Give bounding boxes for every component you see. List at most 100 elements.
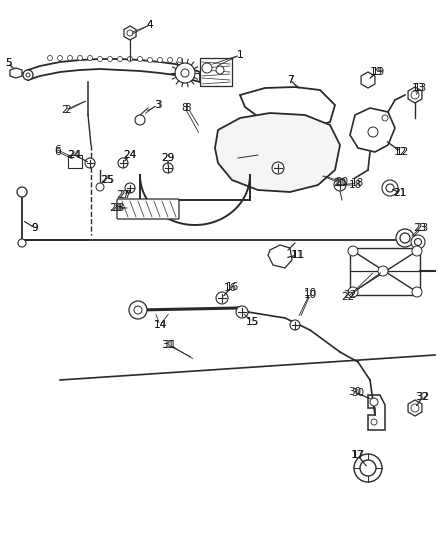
Circle shape [371,419,377,425]
Text: 14: 14 [153,320,166,330]
Text: 1: 1 [237,50,244,60]
Circle shape [370,398,378,406]
Circle shape [354,454,382,482]
Circle shape [78,55,82,61]
Circle shape [167,58,173,62]
Circle shape [96,183,104,191]
Circle shape [117,56,123,61]
Circle shape [129,301,147,319]
Text: 16: 16 [226,282,239,292]
Text: 14: 14 [153,320,166,330]
Text: 24: 24 [124,150,137,160]
Text: 24: 24 [67,150,81,160]
Bar [200,58,232,86]
Text: 3: 3 [154,100,160,110]
Circle shape [411,404,419,412]
Text: 27: 27 [118,190,132,200]
Text: 2: 2 [62,105,68,115]
Text: 29: 29 [161,153,175,163]
Text: 10: 10 [304,288,317,298]
Circle shape [138,56,142,61]
Text: 31: 31 [163,340,177,350]
Text: 18: 18 [350,178,364,188]
Text: 27: 27 [117,190,130,200]
Circle shape [26,73,30,77]
Text: 8: 8 [185,103,191,113]
Circle shape [412,287,422,297]
Circle shape [378,266,388,276]
Circle shape [127,30,133,36]
Text: 25: 25 [100,175,113,185]
Circle shape [18,239,26,247]
Text: 7: 7 [287,75,293,85]
Text: 22: 22 [341,292,355,302]
Circle shape [127,56,133,61]
Text: 18: 18 [348,180,362,190]
Circle shape [414,238,421,246]
Polygon shape [268,245,292,268]
Text: 23: 23 [415,223,429,233]
Text: 12: 12 [396,147,409,157]
Polygon shape [124,26,136,40]
Circle shape [400,233,410,243]
Circle shape [98,56,102,61]
Text: 31: 31 [161,340,175,350]
Circle shape [216,66,224,74]
Circle shape [158,58,162,62]
Circle shape [163,163,173,173]
Circle shape [412,246,422,256]
Polygon shape [215,113,340,192]
Circle shape [411,91,419,99]
Text: 22: 22 [343,290,357,300]
Text: 32: 32 [415,392,429,402]
Text: 28: 28 [110,203,123,213]
Text: 9: 9 [32,223,38,233]
Polygon shape [240,87,335,128]
Circle shape [67,55,73,61]
Text: 9: 9 [32,223,38,233]
Text: 15: 15 [245,317,258,327]
Circle shape [360,460,376,476]
Circle shape [23,70,33,80]
Circle shape [348,287,358,297]
Polygon shape [350,248,420,295]
Circle shape [177,58,183,62]
Text: 10: 10 [304,290,317,300]
Text: 30: 30 [351,388,364,398]
Text: 12: 12 [393,147,406,157]
Circle shape [272,162,284,174]
Text: 5: 5 [5,58,11,68]
Circle shape [348,246,358,256]
Circle shape [175,63,195,83]
Circle shape [386,184,394,192]
Circle shape [181,69,189,77]
Text: 24: 24 [68,150,81,160]
Text: 8: 8 [182,103,188,113]
Circle shape [118,158,128,168]
Text: 15: 15 [245,317,258,327]
Circle shape [396,229,414,247]
Circle shape [411,235,425,249]
Polygon shape [10,68,22,78]
Polygon shape [408,400,422,416]
Text: 30: 30 [349,387,361,397]
Circle shape [107,56,113,61]
Polygon shape [350,108,395,152]
Text: 6: 6 [55,147,61,157]
Text: 4: 4 [147,20,153,30]
Text: 11: 11 [291,250,304,260]
Text: 21: 21 [393,188,406,198]
Circle shape [334,179,346,191]
Circle shape [236,306,248,318]
Text: 11: 11 [290,250,304,260]
Text: 25: 25 [101,175,115,185]
Polygon shape [361,72,375,88]
Circle shape [135,115,145,125]
Text: 6: 6 [55,145,61,155]
Text: 3: 3 [155,100,161,110]
Text: 24: 24 [124,150,137,160]
Text: 19: 19 [371,67,385,77]
Circle shape [134,306,142,314]
Text: 13: 13 [411,83,424,93]
Text: 29: 29 [161,153,175,163]
